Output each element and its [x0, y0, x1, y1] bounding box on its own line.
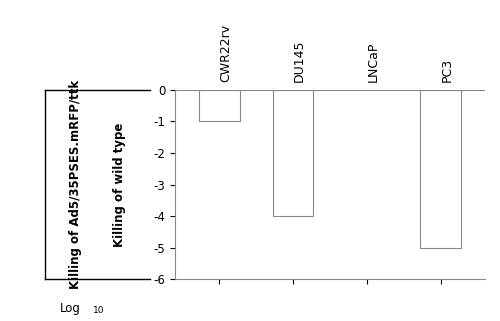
- Text: Killing of wild type: Killing of wild type: [112, 122, 126, 247]
- Text: Log: Log: [60, 302, 81, 315]
- Text: 10: 10: [93, 306, 104, 315]
- Bar: [420, 90, 461, 248]
- Text: Killing of Ad5/35PSES.mRFP/ttk: Killing of Ad5/35PSES.mRFP/ttk: [70, 80, 82, 289]
- Bar: [273, 90, 314, 216]
- Bar: [199, 90, 239, 121]
